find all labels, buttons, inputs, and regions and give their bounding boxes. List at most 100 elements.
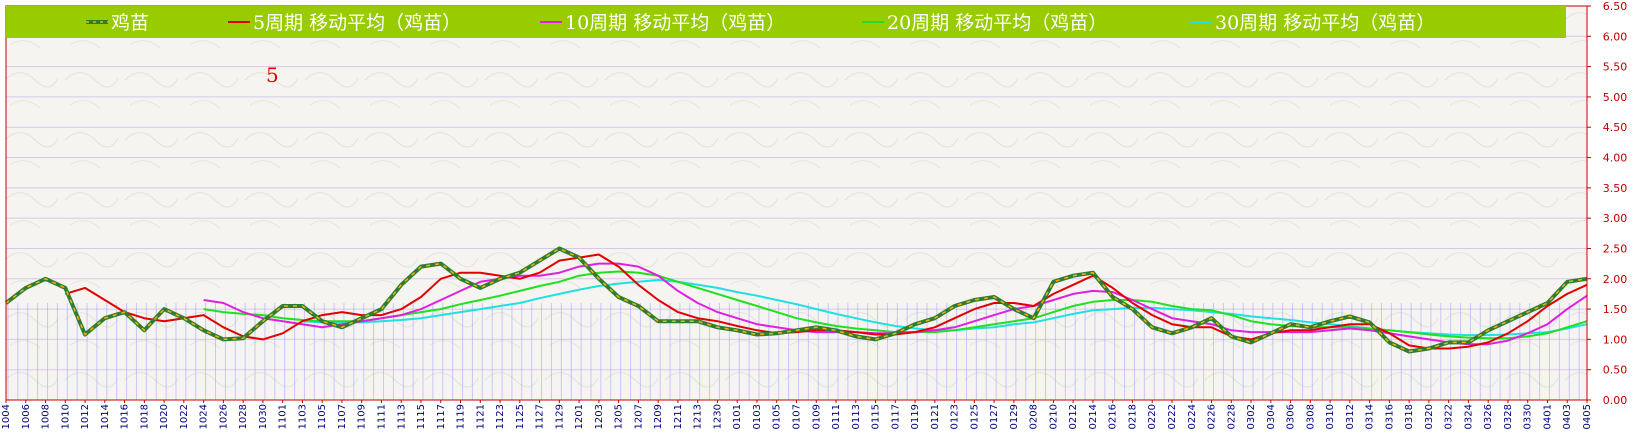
- y-tick-label: 5.00: [1603, 91, 1628, 104]
- x-tick-label: 1008: [41, 404, 52, 429]
- y-tick-label: 4.00: [1603, 152, 1628, 165]
- x-tick-label: 0212: [1068, 404, 1079, 429]
- x-tick-label: 1201: [574, 404, 585, 429]
- x-tick-label: 0308: [1305, 404, 1316, 429]
- legend-label: 20周期 移动平均（鸡苗）: [887, 12, 1107, 34]
- x-tick-label: 1020: [159, 404, 170, 429]
- x-tick-label: 1230: [712, 404, 723, 429]
- y-tick-label: 5.50: [1603, 61, 1628, 74]
- x-tick-label: 1127: [535, 404, 546, 429]
- x-tick-label: 1123: [495, 404, 506, 429]
- legend-label: 鸡苗: [111, 12, 149, 34]
- x-tick-label: 0324: [1463, 404, 1474, 429]
- x-tick-label: 1107: [337, 404, 348, 429]
- y-tick-label: 0.50: [1603, 364, 1628, 377]
- x-tick-label: 0326: [1483, 404, 1494, 429]
- x-tick-label: 0119: [910, 404, 921, 429]
- x-tick-label: 1014: [100, 404, 111, 429]
- x-tick-label: 0405: [1582, 404, 1593, 429]
- x-tick-label: 0105: [772, 404, 783, 429]
- x-tick-label: 1213: [693, 404, 704, 429]
- x-tick-label: 1205: [614, 404, 625, 429]
- x-tick-label: 0310: [1325, 404, 1336, 429]
- series-line-jimiao: [5, 247, 1588, 353]
- x-tick-label: 1119: [456, 404, 467, 429]
- y-tick-label: 3.00: [1603, 212, 1628, 225]
- x-tick-label: 0214: [1088, 404, 1099, 429]
- y-tick-label: 0.00: [1603, 394, 1628, 407]
- x-tick-label: 1125: [515, 404, 526, 429]
- x-tick-label: 1203: [594, 404, 605, 429]
- x-tick-label: 1115: [416, 404, 427, 429]
- x-tick-label: 0115: [871, 404, 882, 429]
- x-tick-label: 0304: [1266, 404, 1277, 429]
- x-tick-label: 1113: [396, 404, 407, 429]
- x-tick-label: 1018: [139, 404, 150, 429]
- y-axis: 0.00 0.50 1.00 1.50 2.00 2.50 3.00 3.50 4.00 4.50…: [1587, 0, 1627, 407]
- x-tick-label: 0328: [1503, 404, 1514, 429]
- x-tick-label: 0306: [1286, 404, 1297, 429]
- x-tick-label: 1209: [653, 404, 664, 429]
- plot-background: [6, 6, 1587, 400]
- x-tick-label: 1101: [278, 404, 289, 429]
- x-tick-label: 1129: [554, 404, 565, 429]
- x-tick-label: 0127: [989, 404, 1000, 429]
- x-tick-label: 0330: [1523, 404, 1534, 429]
- x-tick-label: 0322: [1444, 404, 1455, 429]
- x-tick-label: 0318: [1404, 404, 1415, 429]
- x-tick-label: 1026: [218, 404, 229, 429]
- x-tick-label: 0216: [1108, 404, 1119, 429]
- legend-label: 30周期 移动平均（鸡苗）: [1215, 12, 1435, 34]
- x-tick-label: 0222: [1167, 404, 1178, 429]
- x-tick-label: 1004: [1, 404, 12, 429]
- x-tick-label: 1211: [673, 404, 684, 429]
- x-tick-label: 0312: [1345, 404, 1356, 429]
- x-axis: 1004 1006 1008 1010 1012 1014 1016 1018 1020 1022…: [1, 400, 1593, 429]
- x-tick-label: 0314: [1365, 404, 1376, 429]
- y-tick-label: 1.00: [1603, 333, 1628, 346]
- x-tick-label: 0129: [1009, 404, 1020, 429]
- x-tick-label: 0401: [1542, 404, 1553, 429]
- x-tick-label: 0403: [1562, 404, 1573, 429]
- y-tick-label: 2.00: [1603, 273, 1628, 286]
- x-tick-label: 1010: [60, 404, 71, 429]
- x-tick-label: 1121: [475, 404, 486, 429]
- x-tick-label: 0103: [752, 404, 763, 429]
- y-tick-label: 4.50: [1603, 121, 1628, 134]
- y-tick-label: 1.50: [1603, 303, 1628, 316]
- x-tick-label: 0316: [1384, 404, 1395, 429]
- x-tick-label: 1022: [179, 404, 190, 429]
- x-tick-label: 0109: [811, 404, 822, 429]
- legend-label: 10周期 移动平均（鸡苗）: [565, 12, 785, 34]
- x-tick-label: 0107: [792, 404, 803, 429]
- x-tick-label: 0208: [1029, 404, 1040, 429]
- volume-bars: [7, 303, 1580, 400]
- x-tick-label: 1103: [297, 404, 308, 429]
- x-tick-label: 0302: [1246, 404, 1257, 429]
- legend-label: 5周期 移动平均（鸡苗）: [253, 12, 461, 34]
- x-tick-label: 0113: [851, 404, 862, 429]
- legend-band: [6, 6, 1566, 38]
- x-tick-label: 1111: [376, 404, 387, 429]
- annotation-label: 5: [266, 63, 279, 87]
- x-tick-label: 0224: [1187, 404, 1198, 429]
- x-tick-label: 1012: [80, 404, 91, 429]
- x-tick-label: 1024: [199, 404, 210, 429]
- x-tick-label: 1207: [633, 404, 644, 429]
- x-tick-label: 0111: [831, 404, 842, 429]
- x-tick-label: 1109: [357, 404, 368, 429]
- x-tick-label: 0228: [1226, 404, 1237, 429]
- x-tick-label: 1105: [317, 404, 328, 429]
- x-tick-label: 0226: [1207, 404, 1218, 429]
- series-lines: [4, 246, 1588, 354]
- x-tick-label: 0220: [1147, 404, 1158, 429]
- x-tick-label: 1016: [120, 404, 131, 429]
- x-tick-label: 0320: [1424, 404, 1435, 429]
- legend: 鸡苗 5周期 移动平均（鸡苗） 10周期 移动平均（鸡苗） 20周期 移动平均（鸡苗）…: [86, 12, 1435, 34]
- y-tick-label: 2.50: [1603, 242, 1628, 255]
- x-tick-label: 0121: [930, 404, 941, 429]
- y-tick-label: 3.50: [1603, 182, 1628, 195]
- x-tick-label: 1030: [258, 404, 269, 429]
- x-tick-label: 0218: [1127, 404, 1138, 429]
